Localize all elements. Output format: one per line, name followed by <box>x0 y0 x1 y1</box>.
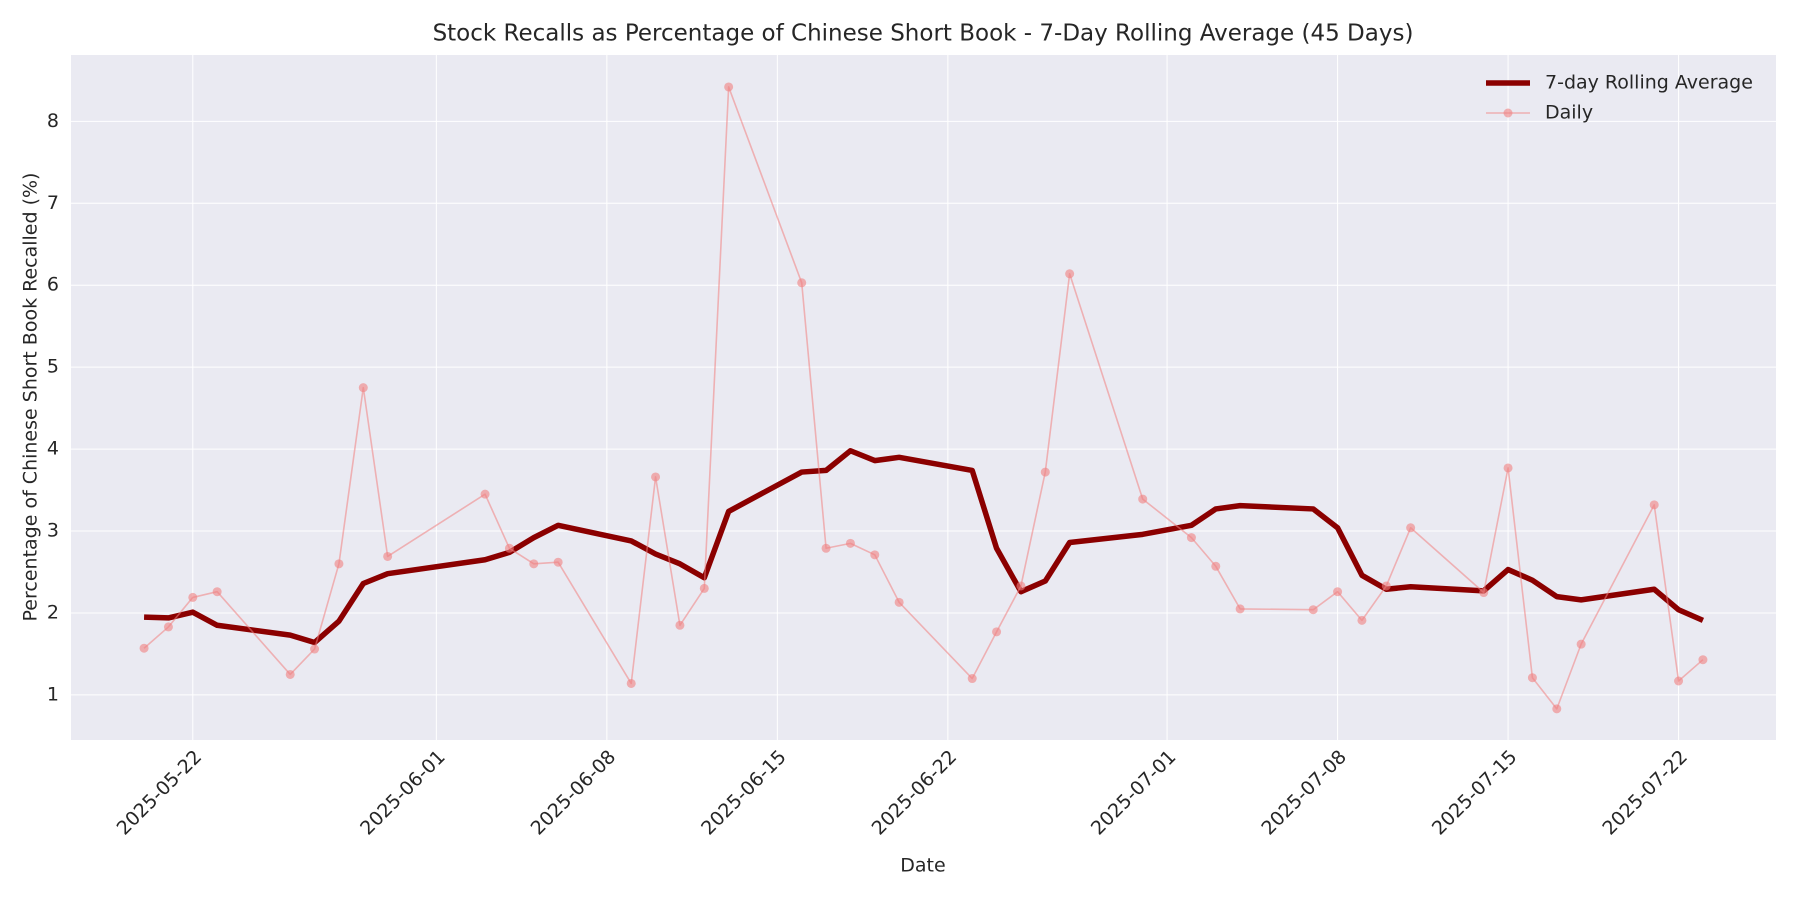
point <box>1235 604 1245 614</box>
point <box>1552 704 1562 714</box>
x-tick-label: 2025-05-22 <box>113 746 207 840</box>
series-line <box>143 448 1705 646</box>
legend-marker <box>1503 108 1513 118</box>
point <box>724 82 734 92</box>
point <box>699 583 709 593</box>
point <box>1406 523 1416 533</box>
point <box>139 643 149 653</box>
point <box>310 644 320 654</box>
point <box>504 543 514 553</box>
point <box>1698 655 1708 665</box>
point <box>1138 494 1148 504</box>
point <box>870 550 880 560</box>
legend: 7-day Rolling Average Daily <box>1486 72 1753 124</box>
y-tick-label: 7 <box>47 192 59 214</box>
y-tick-label: 4 <box>47 438 59 460</box>
y-tick-label: 6 <box>47 274 59 296</box>
point <box>1333 587 1343 597</box>
point <box>529 559 539 569</box>
chart-title: Stock Recalls as Percentage of Chinese S… <box>433 21 1414 47</box>
x-tick-label: 2025-06-15 <box>697 746 791 840</box>
point <box>651 472 661 482</box>
point <box>334 559 344 569</box>
y-axis-label: Percentage of Chinese Short Book Recalle… <box>20 173 42 622</box>
point <box>821 543 831 553</box>
point <box>163 622 173 632</box>
y-tick-label: 2 <box>47 601 59 623</box>
point <box>1674 676 1684 686</box>
point <box>797 278 807 288</box>
x-tick-label: 2025-07-08 <box>1257 746 1351 840</box>
point <box>894 597 904 607</box>
point <box>845 538 855 548</box>
point <box>967 674 977 684</box>
x-tick-label: 2025-06-22 <box>868 746 962 840</box>
point <box>1527 673 1537 683</box>
point <box>1186 533 1196 543</box>
point <box>992 627 1002 637</box>
point <box>1357 615 1367 625</box>
x-axis-label: Date <box>900 855 945 877</box>
point <box>1308 605 1318 615</box>
point <box>188 592 198 602</box>
point <box>383 551 393 561</box>
y-tick-label: 8 <box>47 110 59 132</box>
point <box>553 557 563 567</box>
point <box>1016 581 1026 591</box>
point <box>358 383 368 393</box>
point <box>1381 581 1391 591</box>
point <box>675 620 685 630</box>
point <box>1576 639 1586 649</box>
y-tick-label: 3 <box>47 520 59 542</box>
point <box>626 678 636 688</box>
point <box>285 669 295 679</box>
point <box>1503 463 1513 473</box>
y-tick-label: 5 <box>47 356 59 378</box>
point <box>1065 269 1075 279</box>
point <box>1211 561 1221 571</box>
plot-area <box>71 55 1776 740</box>
legend-label: 7-day Rolling Average <box>1545 72 1753 94</box>
x-tick-label: 2025-07-15 <box>1428 746 1522 840</box>
point <box>1479 588 1489 598</box>
point <box>480 489 490 499</box>
point <box>1649 500 1659 510</box>
point <box>212 587 222 597</box>
point <box>1040 467 1050 477</box>
x-tick-label: 2025-07-22 <box>1598 746 1692 840</box>
legend-label: Daily <box>1545 102 1593 124</box>
x-tick-label: 2025-06-01 <box>356 746 450 840</box>
x-tick-label: 2025-07-01 <box>1087 746 1181 840</box>
x-tick-label: 2025-06-08 <box>527 746 621 840</box>
y-tick-label: 1 <box>47 683 59 705</box>
